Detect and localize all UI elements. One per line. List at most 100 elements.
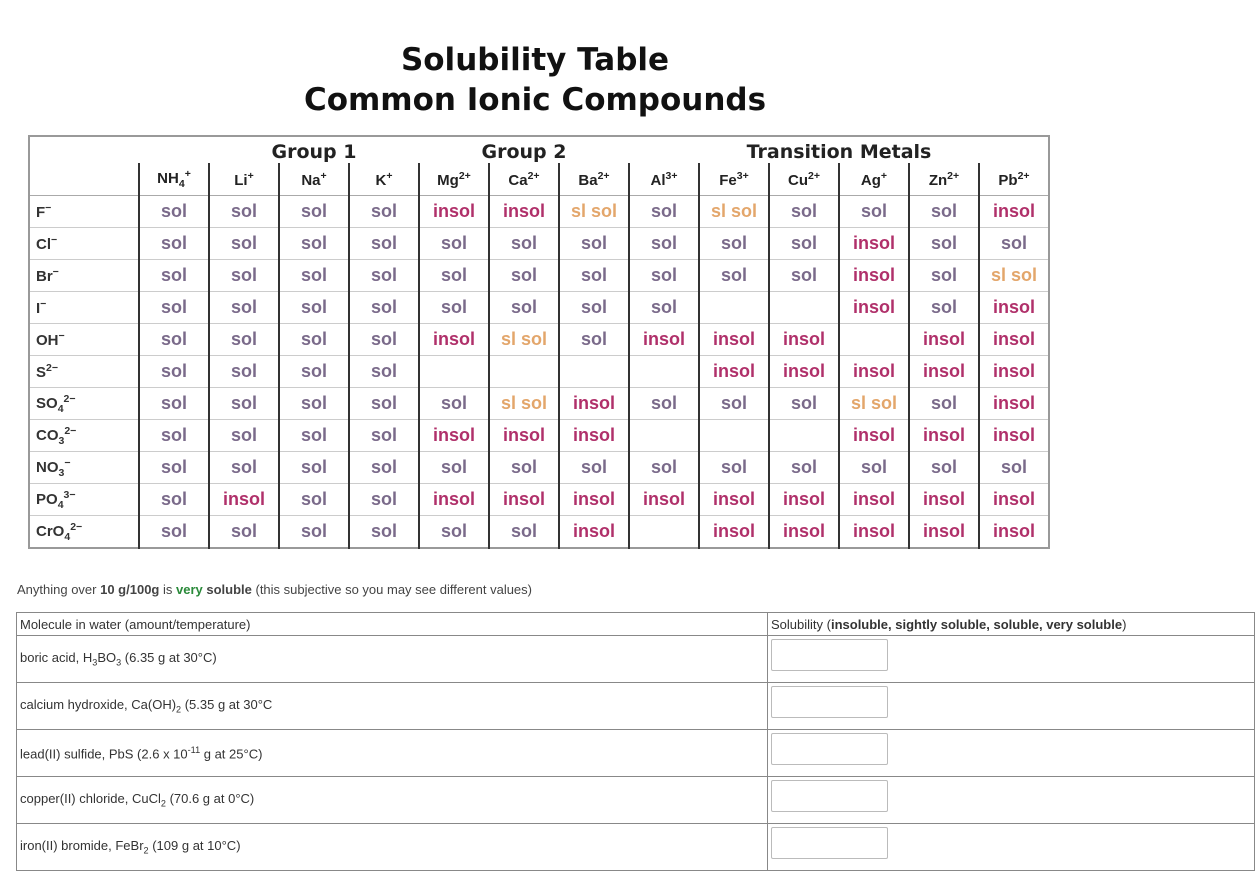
ion-charge: 2+ <box>808 169 820 182</box>
anion-cell: CO32− <box>29 419 139 452</box>
anion-cell: OH− <box>29 323 139 356</box>
solubility-cell: sol <box>278 195 349 228</box>
ion-charge: 3− <box>63 488 76 501</box>
subscript: 3 <box>116 657 122 668</box>
solubility-cell: insol <box>768 483 839 516</box>
text: Solubility ( <box>771 616 831 632</box>
solubility-cell <box>628 515 699 549</box>
solubility-cell: insol <box>838 419 909 452</box>
ion-subscript: 4 <box>178 178 185 190</box>
ion-symbol: Li <box>234 171 248 189</box>
ion-symbol: Pb <box>998 171 1018 189</box>
solubility-cell: sol <box>278 355 349 388</box>
solubility-cell: insol <box>978 483 1049 516</box>
solubility-cell: sol <box>278 515 349 549</box>
cation-row: NH4+ Li+ Na+ K+ Mg2+ Ca2+ Ba2+ Al3+ Fe3+ Cu2+ Ag+ Z… <box>29 163 1049 196</box>
solubility-cell: sol <box>348 419 419 452</box>
subtitle: Common Ionic Compounds <box>303 82 767 118</box>
solubility-cell: sol <box>348 483 419 516</box>
ion-symbol: CO <box>36 426 59 444</box>
cation-cell: Zn2+ <box>908 163 979 196</box>
ion-charge: 2+ <box>947 169 960 182</box>
solubility-cell: sol <box>418 451 489 484</box>
solubility-cell: sol <box>278 259 349 292</box>
solubility-cell: sol <box>208 291 279 324</box>
anion-cell: I− <box>29 291 139 324</box>
ion-symbol: SO <box>36 394 58 412</box>
solubility-cell: sol <box>558 451 629 484</box>
anion-row: NO3− sol sol sol sol sol sol sol sol sol sol sol sol… <box>29 451 1049 484</box>
solubility-cell: insol <box>698 355 769 388</box>
solubility-cell: sol <box>558 291 629 324</box>
ion-subscript: 4 <box>57 498 64 511</box>
solubility-cell: insol <box>908 419 979 452</box>
solubility-cell: sol <box>418 259 489 292</box>
solubility-cell: sl sol <box>558 195 629 228</box>
solubility-cell: sol <box>208 355 279 388</box>
anion-cell: SO42− <box>29 387 139 420</box>
group-cell <box>979 136 1049 163</box>
molecule-cell: copper(II) chloride, CuCl2 (70.6 g at 0°… <box>16 776 768 824</box>
header-row: Molecule in water (amount/temperature) So… <box>16 612 1255 636</box>
answer-input[interactable] <box>771 639 888 671</box>
solubility-cell: insol <box>908 483 979 516</box>
solubility-cell: sol <box>208 451 279 484</box>
ion-charge: − <box>58 330 65 342</box>
text: copper(II) chloride, CuCl <box>20 791 161 807</box>
cation-cell: Cu2+ <box>768 163 839 196</box>
solubility-cell: sol <box>698 387 769 420</box>
solubility-cell <box>768 291 839 324</box>
text: insoluble, sightly soluble, soluble, ver… <box>830 616 1123 632</box>
answer-input[interactable] <box>771 733 888 765</box>
cation-cell: K+ <box>348 163 419 196</box>
anion-cell: PO43− <box>29 483 139 516</box>
ion-subscript: 3 <box>58 434 65 447</box>
solubility-cell: sl sol <box>978 259 1049 292</box>
corner-cell <box>29 163 139 196</box>
anion-row: CO32− sol sol sol sol insol insol insol insol ins… <box>29 419 1049 452</box>
solubility-cell: insol <box>558 419 629 452</box>
answer-cell <box>767 729 1255 777</box>
answer-cell <box>767 823 1255 871</box>
solubility-cell: sol <box>138 419 209 452</box>
ion-charge: − <box>64 456 71 469</box>
solubility-cell: sol <box>838 451 909 484</box>
solubility-cell: insol <box>768 323 839 356</box>
anion-row: F− sol sol sol sol insol insol sl sol sol sl sol s… <box>29 195 1049 228</box>
answer-input[interactable] <box>771 827 888 859</box>
ion-symbol: Zn <box>928 171 948 189</box>
solubility-cell: insol <box>488 483 559 516</box>
solubility-cell: sol <box>138 483 209 516</box>
solubility-cell <box>768 419 839 452</box>
solubility-cell: sol <box>278 483 349 516</box>
ion-subscript: 3 <box>58 466 65 479</box>
group-cell <box>629 136 699 163</box>
answer-input[interactable] <box>771 780 888 812</box>
question-row: iron(II) bromide, FeBr2 (109 g at 10°C) <box>16 823 1255 871</box>
solubility-cell: insol <box>628 323 699 356</box>
solubility-cell <box>698 291 769 324</box>
solubility-cell: sol <box>348 259 419 292</box>
molecule-cell: iron(II) bromide, FeBr2 (109 g at 10°C) <box>16 823 768 871</box>
cation-cell: Mg2+ <box>418 163 489 196</box>
solubility-cell: sol <box>768 387 839 420</box>
solubility-cell: sol <box>698 451 769 484</box>
ion-charge: 2− <box>70 520 83 533</box>
solubility-cell: sol <box>628 195 699 228</box>
anion-row: Br− sol sol sol sol sol sol sol sol sol sol insol so… <box>29 259 1049 292</box>
answer-input[interactable] <box>771 686 888 718</box>
text: (70.6 g at 0°C) <box>165 791 255 807</box>
ion-symbol: Na <box>301 171 321 189</box>
solubility-cell: insol <box>768 355 839 388</box>
cation-cell: Pb2+ <box>978 163 1049 196</box>
solubility-cell: insol <box>488 419 559 452</box>
subscript: 2 <box>143 845 149 856</box>
solubility-cell: sol <box>278 419 349 452</box>
solubility-cell: sol <box>208 323 279 356</box>
solubility-cell: sol <box>138 387 209 420</box>
solubility-cell: sol <box>138 323 209 356</box>
solubility-cell: sol <box>768 195 839 228</box>
solubility-cell: sol <box>488 291 559 324</box>
solubility-cell: sol <box>348 387 419 420</box>
ion-symbol: S <box>36 364 47 381</box>
